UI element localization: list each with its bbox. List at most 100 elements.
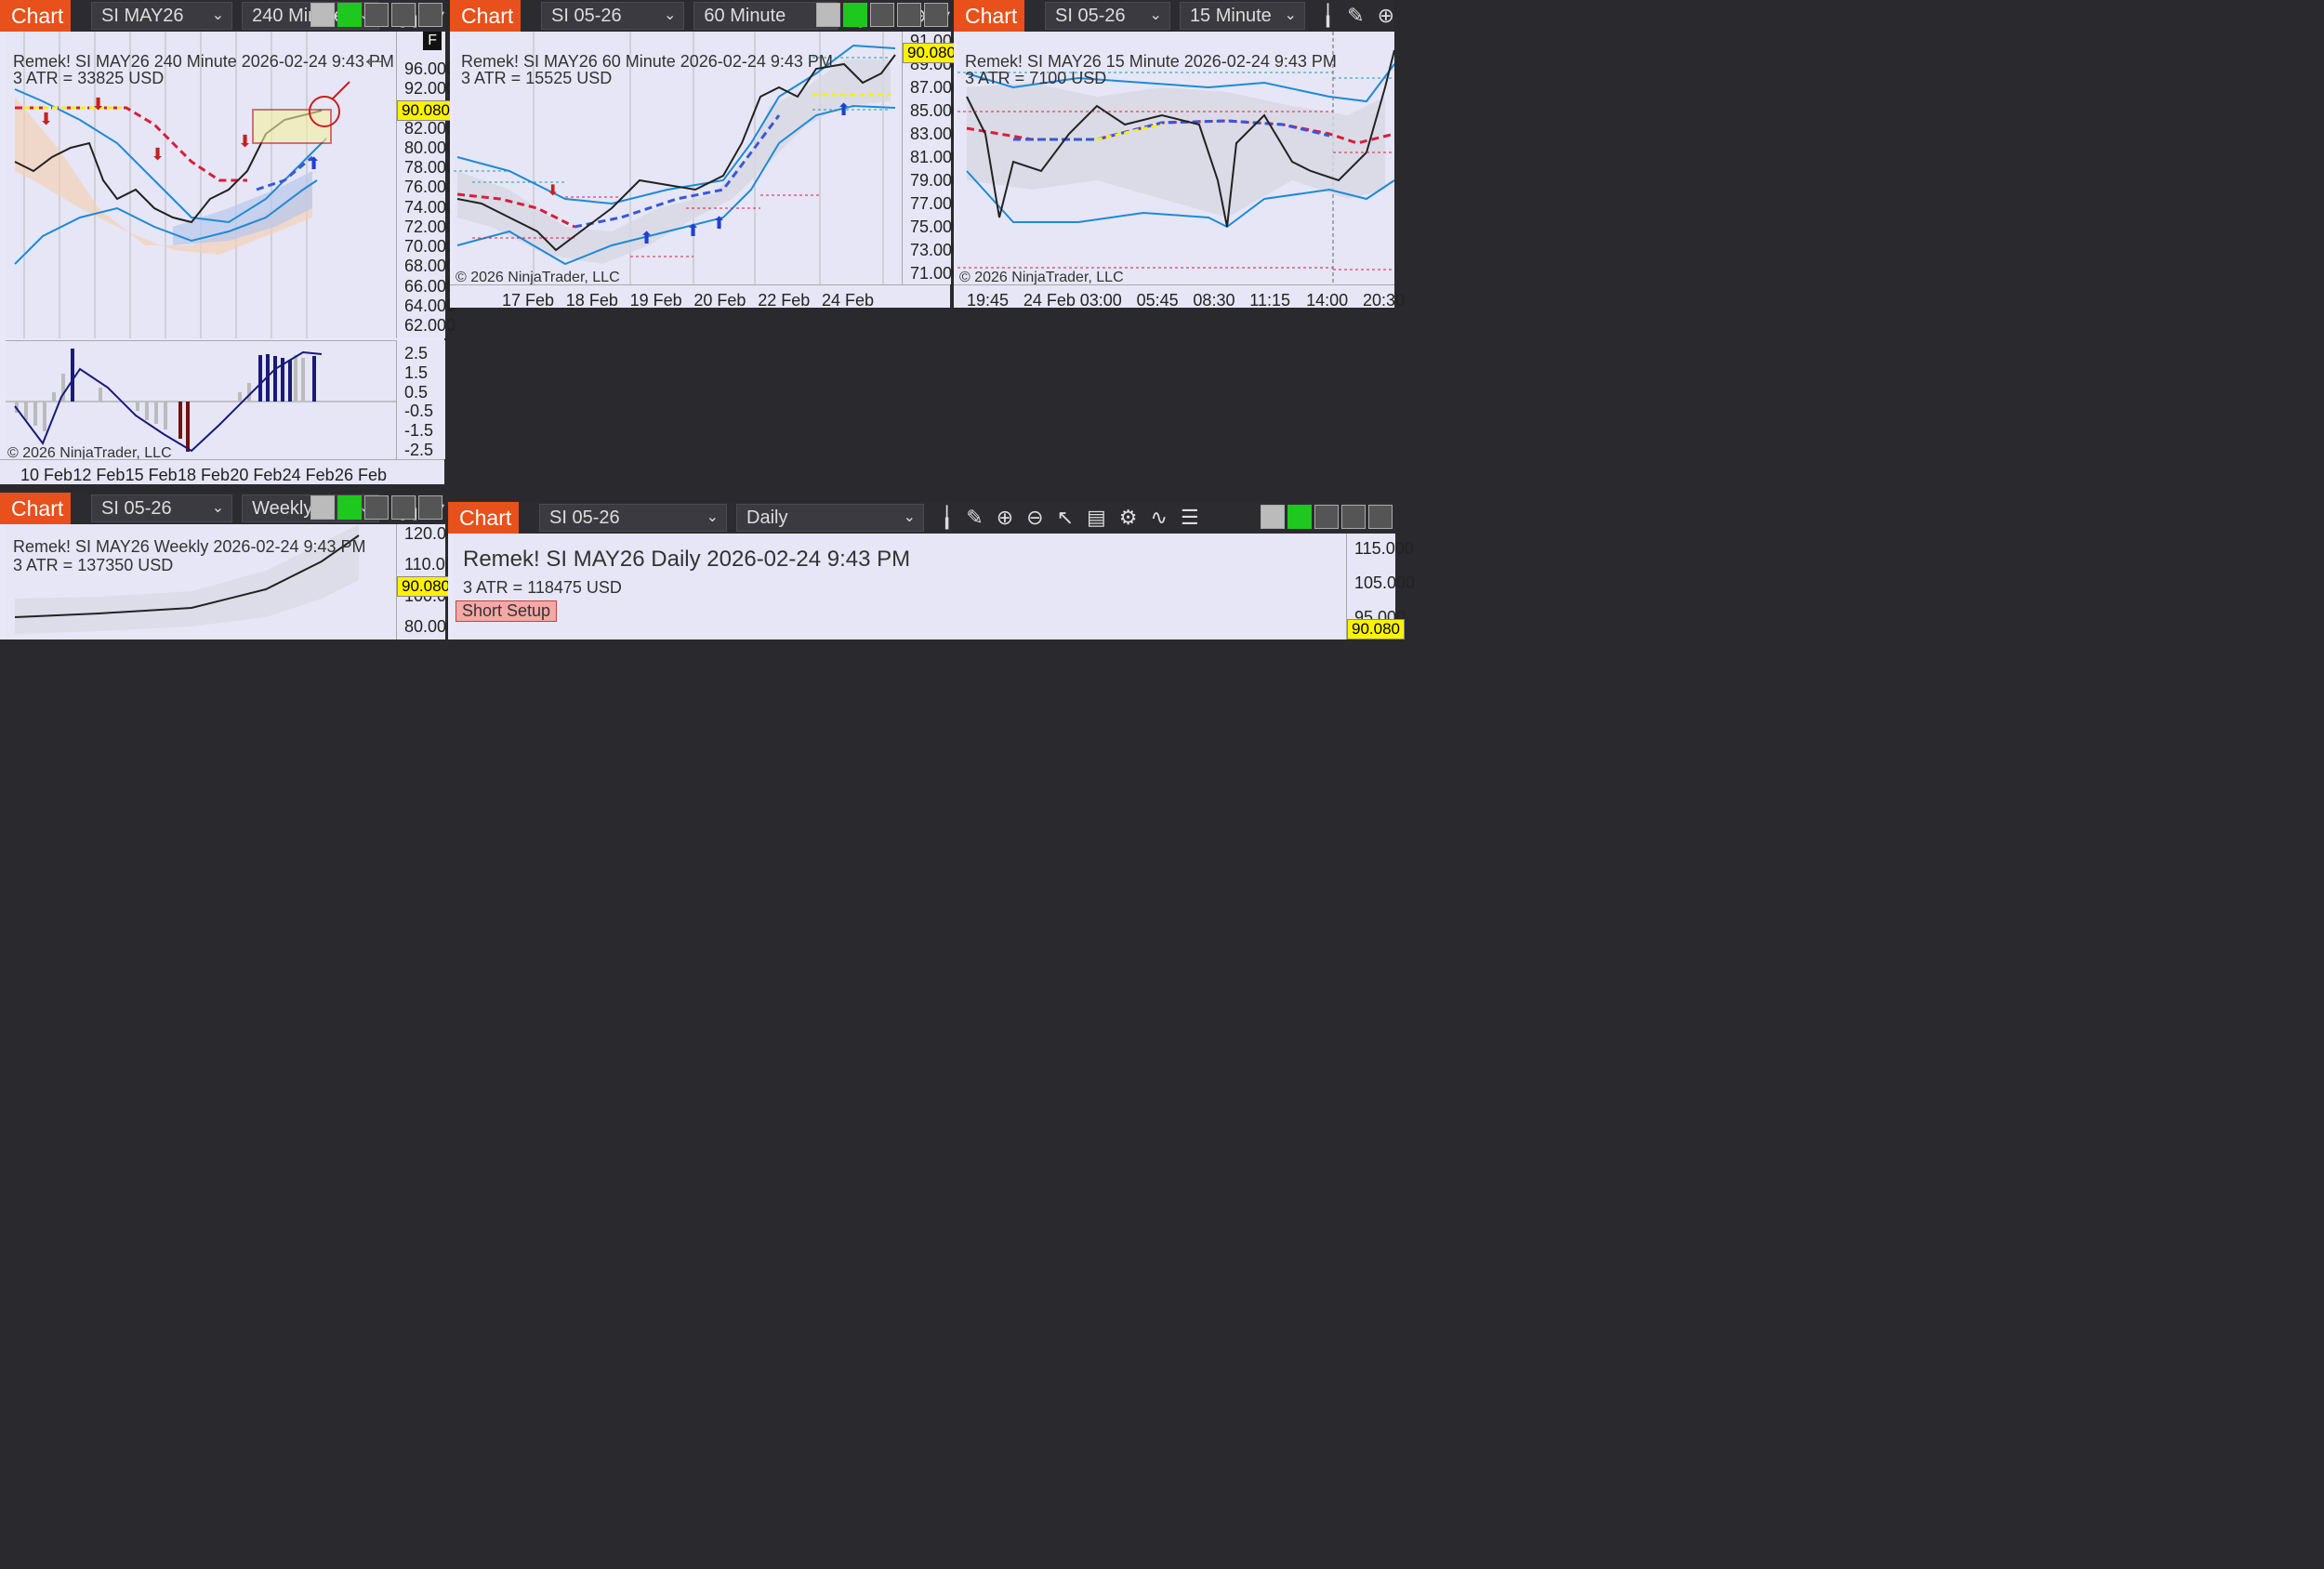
oscillator-panel[interactable]: © 2026 NinjaTrader, LLC — [6, 340, 396, 461]
price-plot-svg — [957, 32, 1394, 284]
link-green-icon[interactable] — [1287, 505, 1312, 529]
window-controls — [310, 495, 442, 520]
instrument-selector[interactable]: SI 05-26 ⌄ — [539, 504, 727, 532]
draw-tool-icon[interactable]: ✎ — [1347, 4, 1365, 27]
instrument-value: SI 05-26 — [551, 6, 622, 26]
price-tick-label: 2.5 — [404, 344, 429, 363]
svg-text:⬆: ⬆ — [712, 214, 726, 232]
price-tick-label: 92.000 — [404, 79, 456, 99]
instrument-selector[interactable]: SI 05-26 ⌄ — [1045, 2, 1170, 30]
indicators-icon[interactable]: ∿ — [1150, 506, 1168, 529]
link-icon[interactable] — [1261, 505, 1285, 529]
link-green-icon[interactable] — [843, 3, 867, 27]
instrument-selector[interactable]: SI 05-26 ⌄ — [541, 2, 685, 30]
price-panel[interactable]: Remek! SI MAY26 Weekly 2026-02-24 9:43 P… — [6, 524, 396, 639]
bar-type-icon[interactable]: ╽ — [941, 506, 954, 529]
minimize-icon[interactable] — [364, 3, 389, 27]
chart-window-weekly[interactable]: Chart SI 05-26⌄ Weekly⌄ ╽╽▾ Remek! SI MA… — [0, 493, 465, 639]
price-tick-label: 72.000 — [404, 217, 456, 236]
instrument-selector[interactable]: SI 05-26 ⌄ — [91, 494, 233, 522]
chart-window-240min[interactable]: Chart SI MAY26⌄ 240 Minute⌄ ╽╽▾ ⬇⬇⬇⬇ ⬆ R… — [0, 0, 456, 484]
time-axis[interactable]: 19:45 24 Feb 03:00 05:45 08:30 11:15 14:00 20:3… — [954, 284, 1405, 310]
link-icon[interactable] — [310, 495, 335, 520]
maximize-icon[interactable] — [391, 495, 416, 520]
data-box-icon[interactable]: ▤ — [1087, 506, 1106, 529]
chart-window-15min[interactable]: Chart SI 05-26 ⌄ 15 Minute ⌄ ╽ ✎ ⊕ Remek! SI… — [954, 0, 1405, 310]
instrument-selector[interactable]: SI MAY26 ⌄ — [91, 2, 233, 30]
zoom-in-icon[interactable]: ⊕ — [996, 506, 1014, 529]
instrument-value: SI 05-26 — [1055, 6, 1126, 26]
interval-selector[interactable]: Daily ⌄ — [736, 504, 924, 532]
atr-label: 3 ATR = 118475 USD — [463, 578, 622, 597]
price-panel[interactable]: ⬇ ⬇ ⬇ ⬇ ⬆ Remek! SI MAY26 240 Minute 2026-0… — [6, 32, 396, 338]
chart-menu-button[interactable]: Chart — [448, 502, 519, 534]
link-icon[interactable] — [310, 3, 335, 27]
price-axis[interactable]: 91.000 89.000 87.000 85.000 83.000 81.000 79.0… — [902, 32, 961, 284]
time-tick-label: 03:00 — [1079, 291, 1122, 310]
time-axis[interactable]: 10 Feb 12 Feb 15 Feb 18 Feb 20 Feb 24 Feb 26 F… — [0, 459, 444, 484]
chart-menu-button[interactable]: Chart — [450, 0, 521, 32]
strategies-icon[interactable]: ☰ — [1180, 506, 1199, 529]
price-tick-label: -1.5 — [404, 421, 434, 441]
chart-header: Remek! SI MAY26 Daily 2026-02-24 9:43 PM — [463, 547, 911, 572]
maximize-icon[interactable] — [391, 3, 416, 27]
zoom-icon[interactable]: ⊕ — [1377, 4, 1394, 27]
atr-label: 3 ATR = 15525 USD — [461, 69, 613, 87]
close-icon[interactable] — [418, 3, 442, 27]
close-icon[interactable] — [924, 3, 948, 27]
chevron-down-icon: ⌄ — [903, 509, 916, 525]
chart-window-daily[interactable]: Chart SI 05-26 ⌄ Daily ⌄ ╽ ✎ ⊕ ⊖ ↖ ▤ ⚙ ∿ ☰ Remek! … — [448, 502, 1415, 639]
price-tick-label: 73.000 — [910, 241, 962, 259]
zoom-out-icon[interactable]: ⊖ — [1026, 506, 1044, 529]
f-badge[interactable]: F — [423, 32, 442, 50]
minimize-icon[interactable] — [870, 3, 894, 27]
chart-header: Remek! SI MAY26 60 Minute 2026-02-24 9:4… — [461, 52, 833, 71]
draw-tool-icon[interactable]: ✎ — [966, 506, 984, 529]
price-tick-label: 115.000 — [1354, 539, 1414, 558]
atr-label: 3 ATR = 7100 USD — [965, 69, 1107, 87]
close-icon[interactable] — [1368, 505, 1393, 529]
window-toolbar: Chart SI 05-26⌄ 60 Minute⌄ ╽✎⊕▾ — [450, 0, 950, 32]
interval-selector[interactable]: 60 Minute⌄ — [693, 2, 838, 30]
price-tick-label: 81.000 — [910, 148, 962, 166]
last-price-tag: 90.080 — [397, 576, 455, 597]
minimize-icon[interactable] — [364, 495, 389, 520]
interval-value: Daily — [746, 508, 788, 528]
back-arrow-icon[interactable]: ← — [361, 43, 387, 72]
link-green-icon[interactable] — [337, 495, 362, 520]
chart-menu-button[interactable]: Chart — [0, 493, 71, 524]
price-plot-svg: ⬇ ⬇ ⬇ ⬇ ⬆ — [14, 32, 350, 338]
maximize-icon[interactable] — [1341, 505, 1366, 529]
close-icon[interactable] — [418, 495, 442, 520]
minimize-icon[interactable] — [1314, 505, 1339, 529]
interval-selector[interactable]: 15 Minute ⌄ — [1179, 2, 1305, 30]
interval-value: 60 Minute — [704, 6, 786, 26]
osc-axis[interactable]: 2.5 1.5 0.5 -0.5 -1.5 -2.5 — [396, 340, 445, 459]
bar-type-icon[interactable]: ╽ — [1321, 4, 1335, 27]
maximize-icon[interactable] — [897, 3, 921, 27]
time-tick-label: 20 Feb — [230, 466, 283, 484]
chart-menu-button[interactable]: Chart — [0, 0, 71, 32]
price-panel[interactable]: Remek! SI MAY26 15 Minute 2026-02-24 9:4… — [957, 32, 1394, 285]
time-tick-label: 05:45 — [1136, 291, 1179, 310]
price-axis[interactable]: 115.000 105.000 95.000 90.080 — [1346, 534, 1415, 639]
chevron-down-icon: ⌄ — [706, 509, 719, 525]
link-green-icon[interactable] — [337, 3, 362, 27]
oscillator-svg — [6, 349, 396, 453]
properties-icon[interactable]: ⚙ — [1118, 506, 1138, 529]
price-axis[interactable]: F 96.00092.00084.00082.00080.00078.00076… — [396, 32, 456, 338]
chart-window-60min[interactable]: Chart SI 05-26⌄ 60 Minute⌄ ╽✎⊕▾ ⬆⬆⬆⬆ ⬇ — [450, 0, 961, 310]
price-tick-label: 105.000 — [1354, 574, 1416, 592]
price-panel[interactable]: ⬆ ⬆ ⬆ ⬆ ⬇ Remek! SI MAY26 60 Minute 2026-02… — [454, 32, 902, 285]
time-axis[interactable]: 17 Feb 18 Feb 19 Feb 20 Feb 22 Feb 24 Feb — [450, 284, 950, 310]
link-icon[interactable] — [816, 3, 840, 27]
svg-text:⬆: ⬆ — [686, 221, 700, 240]
chart-menu-button[interactable]: Chart — [954, 0, 1024, 32]
time-tick-label: 17 Feb — [502, 291, 555, 310]
pointer-icon[interactable]: ↖ — [1056, 506, 1074, 529]
price-plot-svg — [14, 524, 360, 634]
time-tick-label: 14:00 — [1306, 291, 1349, 310]
svg-text:⬇: ⬇ — [39, 110, 53, 128]
price-panel[interactable]: Remek! SI MAY26 Daily 2026-02-24 9:43 PM… — [454, 534, 1346, 639]
